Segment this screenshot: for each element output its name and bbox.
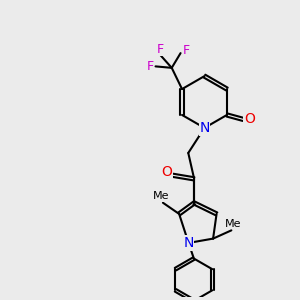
Text: N: N <box>183 236 194 250</box>
Text: O: O <box>161 165 172 179</box>
Text: F: F <box>156 43 164 56</box>
Text: Me: Me <box>153 191 170 201</box>
Text: N: N <box>199 121 210 135</box>
Text: Me: Me <box>225 219 241 229</box>
Text: F: F <box>182 44 189 57</box>
Text: F: F <box>147 60 154 73</box>
Text: O: O <box>244 112 255 126</box>
